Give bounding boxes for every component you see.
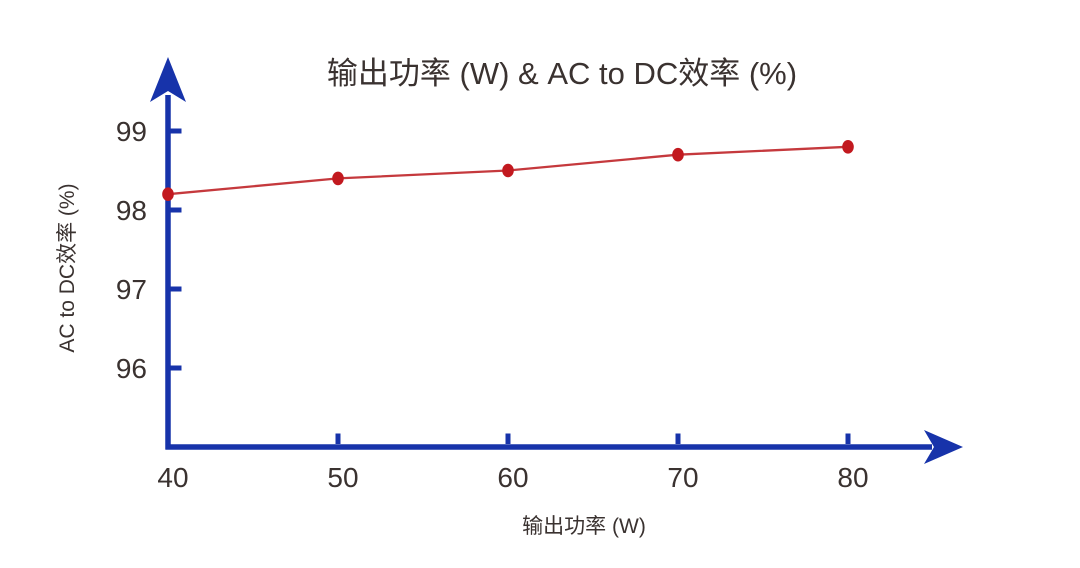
x-tick-label: 50 <box>327 462 358 493</box>
y-axis-arrow-icon <box>150 57 186 102</box>
x-tick-label: 40 <box>157 462 188 493</box>
y-tick-label: 99 <box>116 116 147 147</box>
data-point <box>332 171 344 186</box>
y-tick-label: 98 <box>116 195 147 226</box>
data-point <box>162 187 174 201</box>
data-point <box>842 140 854 154</box>
y-axis-label: AC to DC效率 (%) <box>56 183 79 352</box>
x-tick-label: 80 <box>837 462 868 493</box>
chart-title: 输出功率 (W) & AC to DC效率 (%) <box>327 56 797 91</box>
y-axis <box>150 57 186 450</box>
x-ticks: 40 50 60 70 80 <box>157 433 869 493</box>
data-point <box>672 147 684 162</box>
x-tick-label: 70 <box>667 462 698 493</box>
y-tick-label: 97 <box>116 274 147 305</box>
y-tick-label: 96 <box>116 353 147 384</box>
data-point <box>502 163 514 178</box>
x-axis-arrow-icon <box>924 430 963 464</box>
x-tick-label: 60 <box>497 462 528 493</box>
data-series <box>162 140 854 201</box>
x-axis-label: 输出功率 (W) <box>522 515 646 538</box>
y-ticks: 96 97 98 99 <box>116 116 182 384</box>
x-axis <box>165 430 963 464</box>
